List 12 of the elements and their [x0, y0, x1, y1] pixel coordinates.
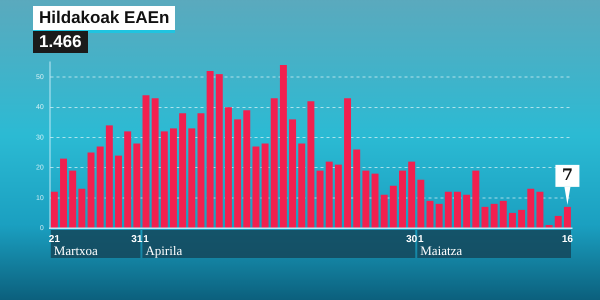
x-tick-label: 30: [406, 234, 418, 245]
x-tick-label: 21: [48, 234, 60, 245]
text: Martxoa: [54, 243, 98, 258]
chart-subtitle: 1.466: [33, 31, 88, 53]
x-tick-label: 1: [418, 234, 424, 245]
chart-title: Hildakoak EAEn: [33, 6, 176, 33]
x-tick-label: 31: [131, 234, 143, 245]
x-tick-label: 1: [143, 234, 150, 245]
x-tick-label: 16: [562, 234, 574, 245]
text: Maiatza: [420, 243, 462, 258]
text: Apirila: [145, 243, 182, 258]
data-label: 7: [562, 165, 573, 184]
